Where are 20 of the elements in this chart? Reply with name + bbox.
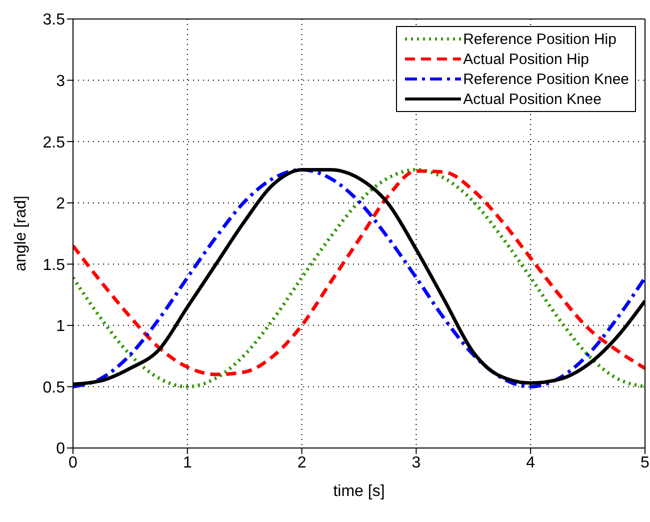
x-tick-label: 0 — [68, 454, 78, 472]
legend-label: Reference Position Hip — [463, 30, 616, 48]
y-tick-label: 2.5 — [42, 134, 66, 152]
y-tick-label: 0.5 — [42, 379, 66, 396]
x-tick-label: 3 — [412, 454, 421, 472]
y-tick-label: 1 — [56, 318, 66, 336]
y-tick-label: 3 — [56, 72, 66, 90]
x-tick-label: 1 — [182, 454, 192, 472]
x-tick-label: 5 — [640, 454, 650, 472]
y-tick-label: 2 — [56, 196, 66, 213]
legend-label: Actual Position Knee — [463, 90, 602, 108]
y-tick-label: 0 — [56, 440, 66, 458]
y-axis-title: angle [rad] — [12, 196, 30, 272]
y-tick-label: 3.5 — [42, 12, 66, 29]
x-tick-label: 4 — [526, 454, 536, 472]
legend-label: Reference Position Knee — [463, 70, 629, 88]
legend-label: Actual Position Hip — [463, 50, 589, 68]
x-tick-label: 2 — [297, 454, 306, 472]
x-axis-title: time [s] — [333, 483, 385, 500]
y-tick-label: 1.5 — [42, 256, 66, 274]
